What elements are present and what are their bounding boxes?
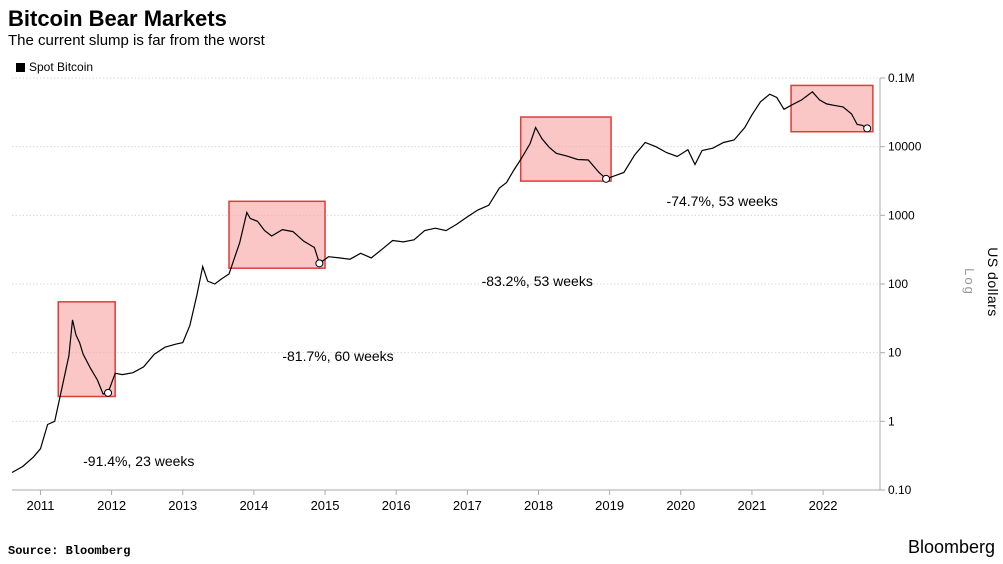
source-label: Source: Bloomberg [8,544,130,558]
svg-text:0.10: 0.10 [888,483,912,497]
svg-text:2012: 2012 [97,498,126,513]
svg-text:2021: 2021 [737,498,766,513]
bear-market-annotation: -74.7%, 53 weeks [667,193,778,209]
chart-container: Bitcoin Bear Markets The current slump i… [0,0,1003,564]
svg-text:2017: 2017 [453,498,482,513]
svg-text:2016: 2016 [382,498,411,513]
svg-text:100: 100 [888,277,908,291]
chart-title: Bitcoin Bear Markets [8,6,227,32]
svg-text:2020: 2020 [666,498,695,513]
svg-text:2018: 2018 [524,498,553,513]
svg-text:1: 1 [888,414,895,428]
svg-text:0.1M: 0.1M [888,71,915,85]
brand-label: Bloomberg [908,537,995,558]
svg-text:2015: 2015 [311,498,340,513]
svg-text:10000: 10000 [888,140,922,154]
chart-subtitle: The current slump is far from the worst [8,32,265,49]
bear-market-annotation: -83.2%, 53 weeks [482,273,593,289]
svg-text:2013: 2013 [168,498,197,513]
bear-market-annotation: -91.4%, 23 weeks [83,453,194,469]
svg-text:2011: 2011 [26,498,54,513]
log-scale-label: Log [962,268,977,296]
svg-text:2014: 2014 [239,498,268,513]
svg-text:10: 10 [888,346,902,360]
y-axis-label: US dollars [985,247,1001,317]
svg-text:1000: 1000 [888,208,915,222]
svg-text:2019: 2019 [595,498,624,513]
price-chart: 0.10 1 10 100 1000 10000 0.1M 2011 2012 2013 2014 2… [8,58,938,518]
bear-market-annotation: -81.7%, 60 weeks [282,348,393,364]
svg-text:2022: 2022 [809,498,838,513]
